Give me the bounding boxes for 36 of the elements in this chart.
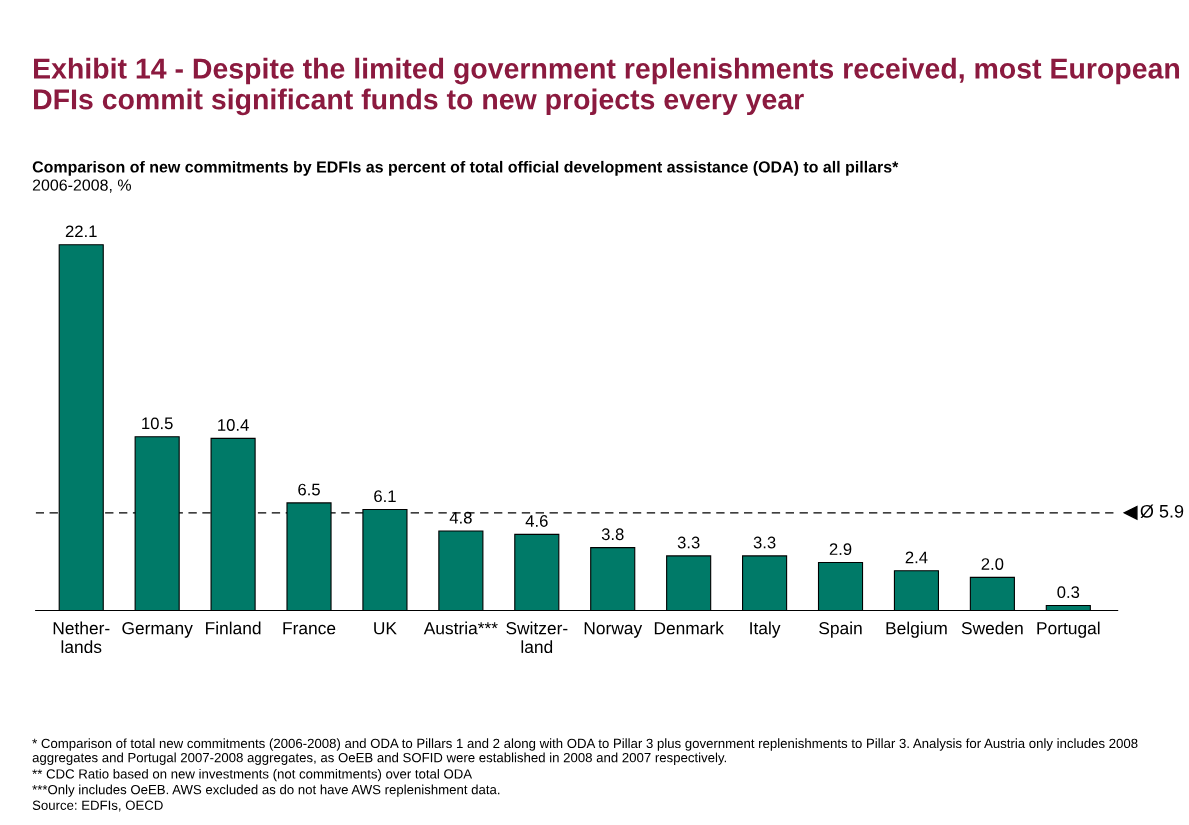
data-label: 2.9: [829, 543, 852, 556]
x-tick-label: Austria***: [423, 621, 498, 635]
x-tick-label: Spain: [819, 621, 862, 638]
x-tick-label: UK: [374, 622, 397, 635]
x-tick-label: Belgium: [886, 621, 947, 638]
chart-subtitle: Comparison of new commitments by EDFIs as percent of total official development assistance (ODA) to all pillars*: [32, 160, 899, 176]
data-label: 10.5: [142, 417, 173, 430]
data-label: 10.4: [218, 419, 249, 431]
source-note: Source: EDFIs, OECD: [32, 800, 163, 812]
text: * Comparison of total new commitments (2006-2008) and ODA to Pillars 1 and 2 along with ODA to Pillar 3 plus government replenishments to Pillar 3. Analysis for Austria only includes 2008 aggregates and Portugal 2007-2008 aggregates, as OeEB and SOFID were established in 2008 and 2007 respectively.: [32, 738, 1138, 765]
data-label: 2.0: [981, 558, 1004, 570]
text: ***Only includes OeEB. AWS excluded as do not have AWS replenishment data.: [32, 784, 500, 797]
data-label: 0.3: [1057, 586, 1080, 599]
x-tick-label: Nether- lands: [53, 621, 110, 654]
x-tick-label: Sweden: [961, 621, 1023, 635]
x-tick-label: Italy: [750, 621, 781, 638]
y-axis-title: 2006-2008, %: [32, 179, 131, 193]
text: ** CDC Ratio based on new investments (not commitments) over total ODA: [32, 768, 473, 782]
x-tick-label: Switzer- land: [506, 621, 568, 654]
x-tick-label: Portugal: [1037, 621, 1100, 638]
x-tick-label: Norway: [584, 622, 643, 638]
data-label: 6.1: [374, 490, 396, 503]
data-label: 2.4: [905, 551, 928, 564]
data-label: 6.5: [298, 483, 320, 496]
data-label: 4.8: [449, 511, 472, 524]
data-label: 3.3: [753, 536, 776, 549]
data-label: 3.3: [677, 536, 700, 549]
x-tick-label: Germany: [122, 622, 193, 638]
data-label: 4.6: [525, 515, 548, 527]
x-tick-label: France: [283, 622, 336, 635]
chart-title: Exhibit 14 - Despite the limited government replenishments received, most European DFIs commit significant funds to new projects every year: [34, 57, 1180, 116]
x-tick-label: Finland: [206, 621, 261, 635]
x-tick-label: Denmark: [654, 621, 724, 635]
data-label: 22.1: [65, 225, 97, 238]
data-label: 3.8: [601, 528, 624, 541]
ref-line-label: Ø 5.9: [1140, 504, 1184, 518]
